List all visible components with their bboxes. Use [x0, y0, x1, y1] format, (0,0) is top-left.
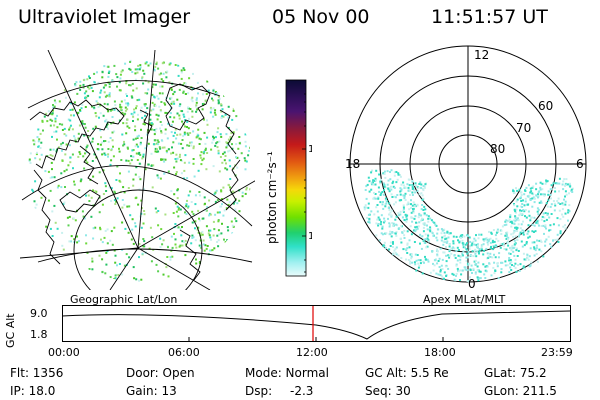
time-tick-1800: 18:00: [424, 346, 456, 359]
glon-info: GLon: 211.5: [484, 384, 557, 398]
instrument-title: Ultraviolet Imager: [18, 6, 191, 28]
time-label: 11:51:57 UT: [431, 6, 548, 28]
dsp-label: Dsp:: [245, 384, 273, 398]
altitude-curve: [62, 310, 571, 340]
colorbar-unit-label: photon cm⁻²s⁻¹: [265, 151, 279, 244]
mlat-label-80: 80: [490, 142, 505, 156]
altitude-max-label: 9.0: [30, 307, 48, 320]
mlt-label-0: 0: [468, 277, 476, 291]
coastlines: [29, 83, 241, 281]
time-tick-0000: 00:00: [48, 346, 80, 359]
mlt-label-6: 6: [576, 157, 584, 171]
mode-info: Mode: Normal: [245, 366, 329, 380]
time-tick-2359: 23:59: [541, 346, 573, 359]
flight-info: Flt: 1356: [10, 366, 64, 380]
geographic-map: [20, 50, 255, 290]
time-tick-0600: 06:00: [168, 346, 200, 359]
colorbar-tick-100: 100: [308, 144, 312, 155]
mlt-label-18: 18: [345, 157, 360, 171]
geographic-panel-label: Geographic Lat/Lon: [70, 293, 178, 306]
mlat-label-70: 70: [516, 121, 531, 135]
colorbar-gradient: [285, 79, 307, 277]
mlat-label-60: 60: [538, 99, 553, 113]
aurora-emission-geo: [28, 59, 252, 282]
glat-info: GLat: 75.2: [484, 366, 547, 380]
dsp-value: -2.3: [290, 384, 314, 398]
altitude-min-label: 1.8: [30, 328, 48, 341]
altitude-timeline: [62, 305, 571, 342]
date-label: 05 Nov 00: [272, 6, 370, 28]
polar-panel-label: Apex MLat/MLT: [423, 293, 506, 306]
gc-alt-info: GC Alt: 5.5 Re: [365, 366, 449, 380]
intensity-colorbar: 100 10 photon cm⁻²s⁻¹: [265, 79, 312, 277]
ip-info: IP: 18.0: [10, 384, 56, 398]
timeline-axis-label: GC Alt: [4, 313, 17, 348]
door-status: Door: Open: [126, 366, 195, 380]
gain-info: Gain: 13: [126, 384, 177, 398]
colorbar-tick-10: 10: [308, 231, 312, 242]
seq-info: Seq: 30: [365, 384, 411, 398]
mlt-label-12: 12: [474, 48, 489, 62]
aurora-oval: [363, 169, 574, 283]
polar-plot: 12 18 6 0 60 70 80: [345, 45, 587, 291]
time-tick-1200: 12:00: [296, 346, 328, 359]
lat-lon-grid: [20, 50, 255, 290]
